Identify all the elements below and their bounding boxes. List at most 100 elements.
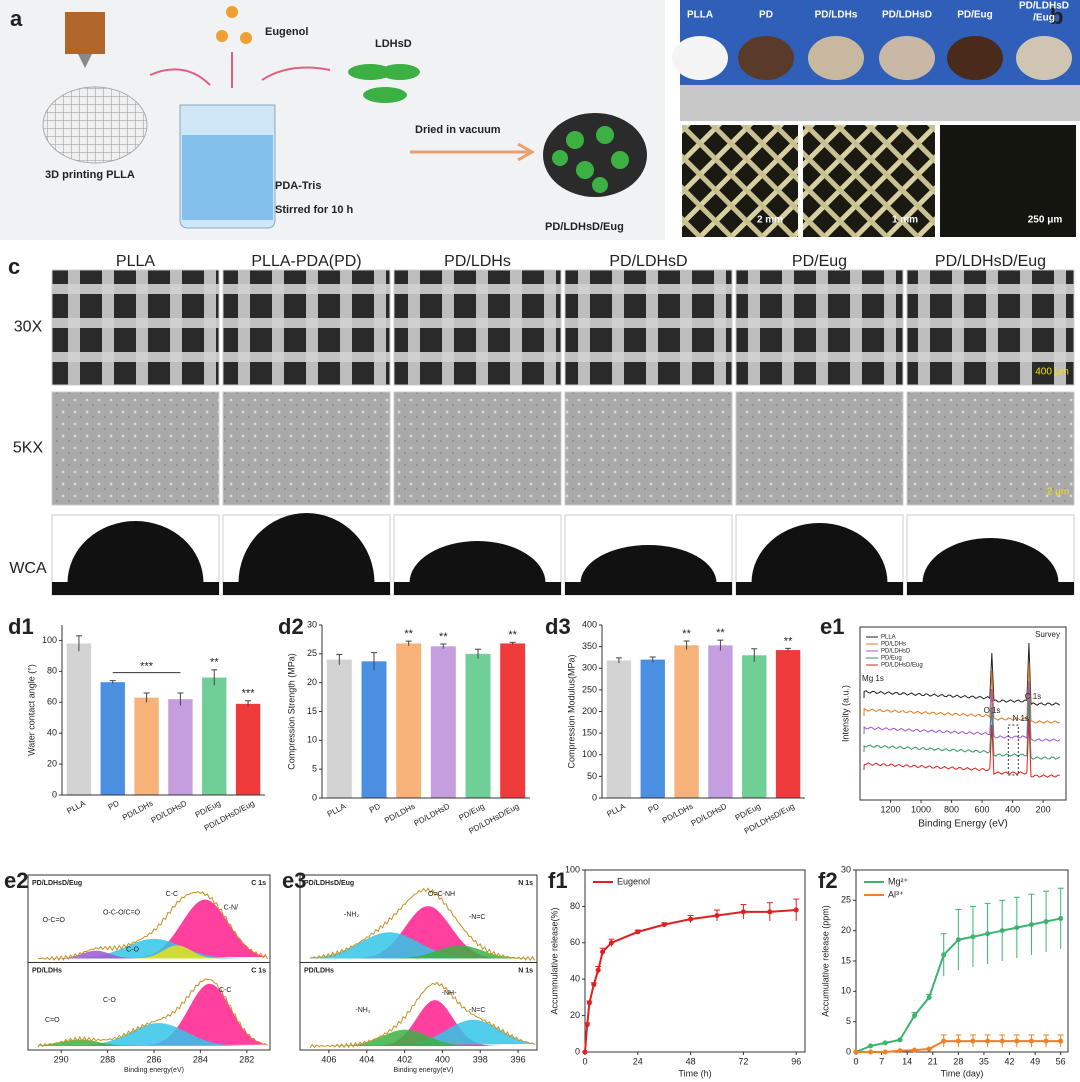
- significance: **: [210, 657, 219, 669]
- label: PD/LDHsD/Eug: [545, 221, 624, 233]
- sample-photo: [808, 36, 864, 80]
- x-axis-label: Binding Energy (eV): [918, 819, 1008, 830]
- y-tick-label: 10: [307, 735, 317, 745]
- bar: [168, 699, 193, 795]
- x-tick-label: 96: [791, 1056, 801, 1066]
- micrograph: [51, 391, 220, 506]
- x-tick-label: 282: [239, 1054, 254, 1064]
- panel-label: e3: [282, 868, 306, 893]
- eugenol-drop: [226, 6, 238, 18]
- x-tick-label: PD: [647, 802, 661, 815]
- bar: [775, 650, 801, 798]
- label: Dried in vacuum: [415, 124, 501, 136]
- core-level: C 1s: [251, 967, 266, 974]
- point: [1028, 1038, 1034, 1044]
- fit-peak: [310, 906, 535, 959]
- legend-label: Mg²⁺: [888, 876, 908, 886]
- photo: [680, 0, 1080, 85]
- x-tick-label: 7: [879, 1056, 884, 1066]
- bar: [134, 697, 159, 795]
- micrograph: [564, 269, 733, 386]
- y-axis-label: Intensity (a.u.): [840, 685, 850, 742]
- fit-peak: [310, 1000, 535, 1046]
- line: [584, 909, 797, 1053]
- panel-label: e2: [4, 868, 28, 893]
- label: LDHsD: [375, 38, 412, 50]
- point: [926, 994, 932, 1000]
- scaffold: [42, 86, 148, 164]
- fit-peak: [310, 1029, 535, 1046]
- sample-label: PD/Eug: [957, 10, 993, 21]
- chart-title: Survey: [1035, 630, 1060, 639]
- plot-frame: [584, 869, 806, 1053]
- wca-stage: [52, 582, 219, 595]
- point: [911, 1013, 917, 1019]
- point: [586, 1000, 592, 1006]
- point: [911, 1047, 917, 1053]
- peak-label: -N=C: [469, 914, 486, 921]
- point: [1058, 1038, 1064, 1044]
- label: Eugenol: [265, 26, 308, 38]
- peak-label: O-C-O/C=O: [103, 909, 141, 916]
- x-tick-label: 1200: [881, 804, 901, 814]
- significance: **: [508, 629, 517, 641]
- spectrum-envelope: [309, 981, 536, 1049]
- significance: **: [682, 628, 691, 640]
- label: Stirred for 10 h: [275, 204, 354, 216]
- core-level: N 1s: [518, 880, 533, 887]
- micrograph: [393, 391, 562, 506]
- bar: [742, 655, 767, 798]
- panel-label: d1: [8, 614, 34, 639]
- nozzle: [78, 54, 92, 68]
- y-tick-label: 10: [841, 986, 851, 996]
- bar: [708, 645, 733, 798]
- y-tick-label: 15: [307, 706, 317, 716]
- y-tick-label: 20: [841, 925, 851, 935]
- wca-stage: [223, 582, 390, 595]
- point: [582, 1049, 588, 1055]
- sample-label: PD: [759, 10, 773, 21]
- row-label: 30X: [14, 319, 43, 336]
- x-tick-label: 56: [1056, 1056, 1066, 1066]
- x-axis-label: Time (h): [678, 1068, 711, 1078]
- micrograph: [735, 269, 904, 386]
- point: [1043, 1038, 1049, 1044]
- y-tick-label: 80: [47, 666, 57, 676]
- arrow: [410, 142, 536, 162]
- y-axis-label: Water contact angle (°): [26, 664, 36, 756]
- sample-label: PD/LDHsD: [1019, 1, 1069, 12]
- spectrum-curve: [863, 661, 1060, 724]
- peak-label: -NH₂: [355, 1007, 370, 1014]
- point: [595, 967, 601, 973]
- x-tick-label: 42: [1005, 1056, 1015, 1066]
- y-tick-label: 25: [841, 895, 851, 905]
- wca-stage: [394, 582, 561, 595]
- annotation: Mg 1s: [862, 674, 884, 683]
- annotation: O 1s: [984, 706, 1001, 715]
- x-tick-label: 1000: [911, 804, 931, 814]
- bar: [465, 653, 491, 798]
- x-tick-label: 396: [511, 1054, 526, 1064]
- core-level: C 1s: [251, 880, 266, 887]
- x-tick-label: 406: [321, 1054, 336, 1064]
- arrow: [149, 52, 331, 88]
- droplet: [238, 513, 375, 583]
- peak-label: O-C=O: [43, 917, 66, 924]
- panel-label: e1: [820, 614, 844, 639]
- x-tick-label: PD/LDHsD: [690, 802, 729, 828]
- sample-photo: [879, 36, 935, 80]
- point: [970, 1038, 976, 1044]
- bar: [430, 646, 456, 798]
- spectrum-curve: [863, 699, 1061, 760]
- x-tick-label: 0: [582, 1056, 587, 1066]
- x-tick-label: 48: [686, 1056, 696, 1066]
- column-header: PD/Eug: [792, 253, 847, 270]
- peak-label: C-C: [166, 891, 178, 898]
- x-tick-label: 400: [1005, 804, 1020, 814]
- point: [688, 916, 694, 922]
- y-tick-label: 300: [582, 663, 597, 673]
- sample-label: PD/LDHsD: [882, 10, 932, 21]
- x-tick-label: 35: [979, 1056, 989, 1066]
- sample-label: PD/LDHsD/Eug: [32, 880, 82, 887]
